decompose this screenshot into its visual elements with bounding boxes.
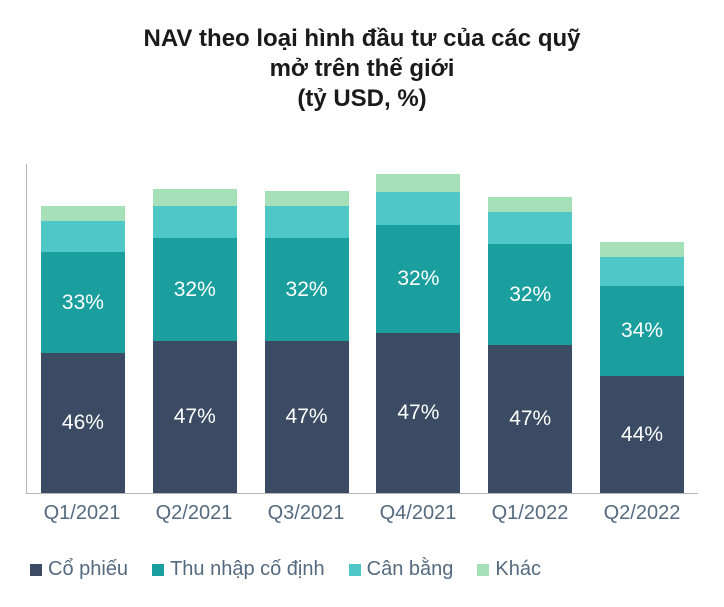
legend-swatch <box>152 564 164 576</box>
bar-column: 47%32% <box>139 164 251 493</box>
stacked-bar: 47%32% <box>153 189 237 493</box>
x-tick-label: Q4/2021 <box>362 502 474 542</box>
bar-segment: 47% <box>376 333 460 493</box>
stacked-bar: 47%32% <box>376 174 460 493</box>
legend-label: Cổ phiếu <box>48 558 128 581</box>
legend-item: Cổ phiếu <box>30 558 128 581</box>
chart-title-line3: (tỷ USD, %) <box>42 84 682 114</box>
bar-segment: 44% <box>600 376 684 493</box>
bar-column: 44%34% <box>586 164 698 493</box>
stacked-bar: 47%32% <box>488 197 572 493</box>
x-axis: Q1/2021Q2/2021Q3/2021Q4/2021Q1/2022Q2/20… <box>26 502 698 542</box>
bar-segment <box>488 212 572 244</box>
x-tick-label: Q3/2021 <box>250 502 362 542</box>
stacked-bar: 46%33% <box>41 206 125 493</box>
bar-segment: 33% <box>41 252 125 353</box>
legend-item: Thu nhập cố định <box>152 558 325 581</box>
x-tick-label: Q2/2022 <box>586 502 698 542</box>
bar-segment: 32% <box>153 238 237 341</box>
legend-label: Cân bằng <box>367 558 454 581</box>
bar-segment <box>41 206 125 221</box>
legend-swatch <box>477 564 489 576</box>
legend-item: Cân bằng <box>349 558 454 581</box>
bar-segment <box>376 192 460 225</box>
stacked-bar: 44%34% <box>600 242 684 493</box>
bar-segment: 34% <box>600 286 684 376</box>
legend-label: Khác <box>495 558 541 581</box>
bar-segment <box>41 221 125 252</box>
bar-segment: 47% <box>265 341 349 493</box>
x-tick-label: Q1/2021 <box>26 502 138 542</box>
x-tick-label: Q2/2021 <box>138 502 250 542</box>
legend: Cổ phiếu Thu nhập cố định Cân bằng Khác <box>30 558 704 581</box>
bar-column: 47%32% <box>362 164 474 493</box>
bar-segment <box>600 257 684 286</box>
bar-segment <box>376 174 460 192</box>
bar-segment <box>153 206 237 238</box>
bar-segment: 46% <box>41 353 125 493</box>
stacked-bar: 47%32% <box>265 191 349 493</box>
bar-segment <box>600 242 684 257</box>
bar-column: 47%32% <box>474 164 586 493</box>
bar-segment: 47% <box>488 345 572 493</box>
bar-segment: 32% <box>376 225 460 333</box>
legend-swatch <box>349 564 361 576</box>
bar-segment: 32% <box>265 238 349 341</box>
bar-column: 46%33% <box>27 164 139 493</box>
bar-segment: 47% <box>153 341 237 493</box>
plot-area: 46%33%47%32%47%32%47%32%47%32%44%34% <box>26 164 698 494</box>
bar-segment: 32% <box>488 244 572 345</box>
legend-swatch <box>30 564 42 576</box>
bar-segment <box>488 197 572 212</box>
legend-label: Thu nhập cố định <box>170 558 325 581</box>
chart-title-line2: mở trên thế giới <box>42 54 682 84</box>
bar-segment <box>153 189 237 206</box>
bar-segment <box>265 191 349 206</box>
legend-item: Khác <box>477 558 541 581</box>
bar-column: 47%32% <box>251 164 363 493</box>
chart-title-line1: NAV theo loại hình đầu tư của các quỹ <box>42 24 682 54</box>
x-tick-label: Q1/2022 <box>474 502 586 542</box>
bar-segment <box>265 206 349 238</box>
chart-title: NAV theo loại hình đầu tư của các quỹ mở… <box>42 24 682 114</box>
